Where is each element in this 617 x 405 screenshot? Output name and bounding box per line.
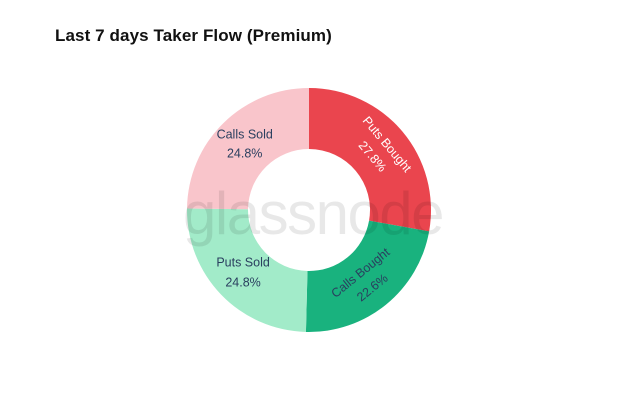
pie-slice-calls-sold [187, 88, 309, 210]
pie-slice-puts-bought [309, 88, 432, 232]
pie-slice-puts-sold [187, 208, 308, 332]
pie-slice-calls-bought [305, 220, 430, 332]
chart-title: Last 7 days Taker Flow (Premium) [55, 26, 332, 45]
